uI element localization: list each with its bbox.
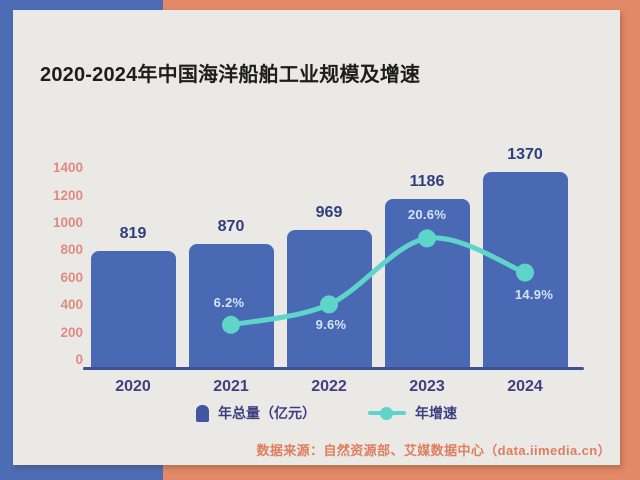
x-axis-label: 2021 xyxy=(213,378,249,395)
y-axis-tick: 200 xyxy=(60,324,83,340)
line-marker xyxy=(320,295,338,314)
bar-series-icon xyxy=(196,404,209,422)
data-source: 数据来源：自然资源部、艾媒数据中心（data.iimedia.cn） xyxy=(256,443,611,458)
bar-value-label: 969 xyxy=(315,203,343,221)
x-axis-line xyxy=(83,367,584,370)
x-axis-label: 2020 xyxy=(115,378,151,395)
line-series-icon xyxy=(368,406,406,420)
y-axis-tick: 800 xyxy=(60,242,83,258)
growth-value-label: 20.6% xyxy=(407,207,447,223)
growth-value-label: 6.2% xyxy=(213,294,245,310)
bar-2023 xyxy=(384,198,470,369)
chart-title: 2020-2024年中国海洋船舶工业规模及增速 xyxy=(40,64,421,86)
chart-legend: 年总量（亿元） 年增速 xyxy=(13,403,620,423)
legend-label-growth: 年增速 xyxy=(415,405,457,421)
growth-value-label: 9.6% xyxy=(315,317,347,333)
x-axis-label: 2023 xyxy=(409,378,445,395)
line-series-dot-icon xyxy=(380,406,393,420)
line-marker xyxy=(222,315,240,334)
chart-card: 2020-2024年中国海洋船舶工业规模及增速 0 200 400 600 800 100… xyxy=(13,10,620,465)
x-axis-label: 2022 xyxy=(311,378,347,395)
y-axis-tick: 400 xyxy=(60,297,83,313)
legend-item-growth: 年增速 xyxy=(368,403,457,423)
legend-item-total: 年总量（亿元） xyxy=(196,403,316,423)
line-marker xyxy=(516,263,534,282)
y-axis-tick: 600 xyxy=(60,269,83,285)
bar-value-label: 1186 xyxy=(409,172,445,190)
growth-line-path xyxy=(228,235,528,328)
growth-value-label: 14.9% xyxy=(514,286,554,302)
bar-value-label: 870 xyxy=(217,218,245,236)
bar-2020 xyxy=(90,251,176,369)
y-axis-tick: 1400 xyxy=(52,160,83,176)
bar-line-chart: 0 200 400 600 800 1000 1200 1400 819 2020 870 2021 9… xyxy=(13,10,620,465)
growth-line-layer xyxy=(222,229,534,334)
bar-value-label: 819 xyxy=(119,225,147,243)
legend-label-total: 年总量（亿元） xyxy=(218,405,316,421)
bar-value-label: 1370 xyxy=(507,146,543,164)
y-axis-tick: 1000 xyxy=(52,215,83,230)
x-axis-label: 2024 xyxy=(507,378,543,395)
bar-2021 xyxy=(188,244,274,369)
line-marker xyxy=(418,229,436,248)
y-axis-tick: 0 xyxy=(75,352,83,367)
y-axis-tick: 1200 xyxy=(52,187,83,203)
